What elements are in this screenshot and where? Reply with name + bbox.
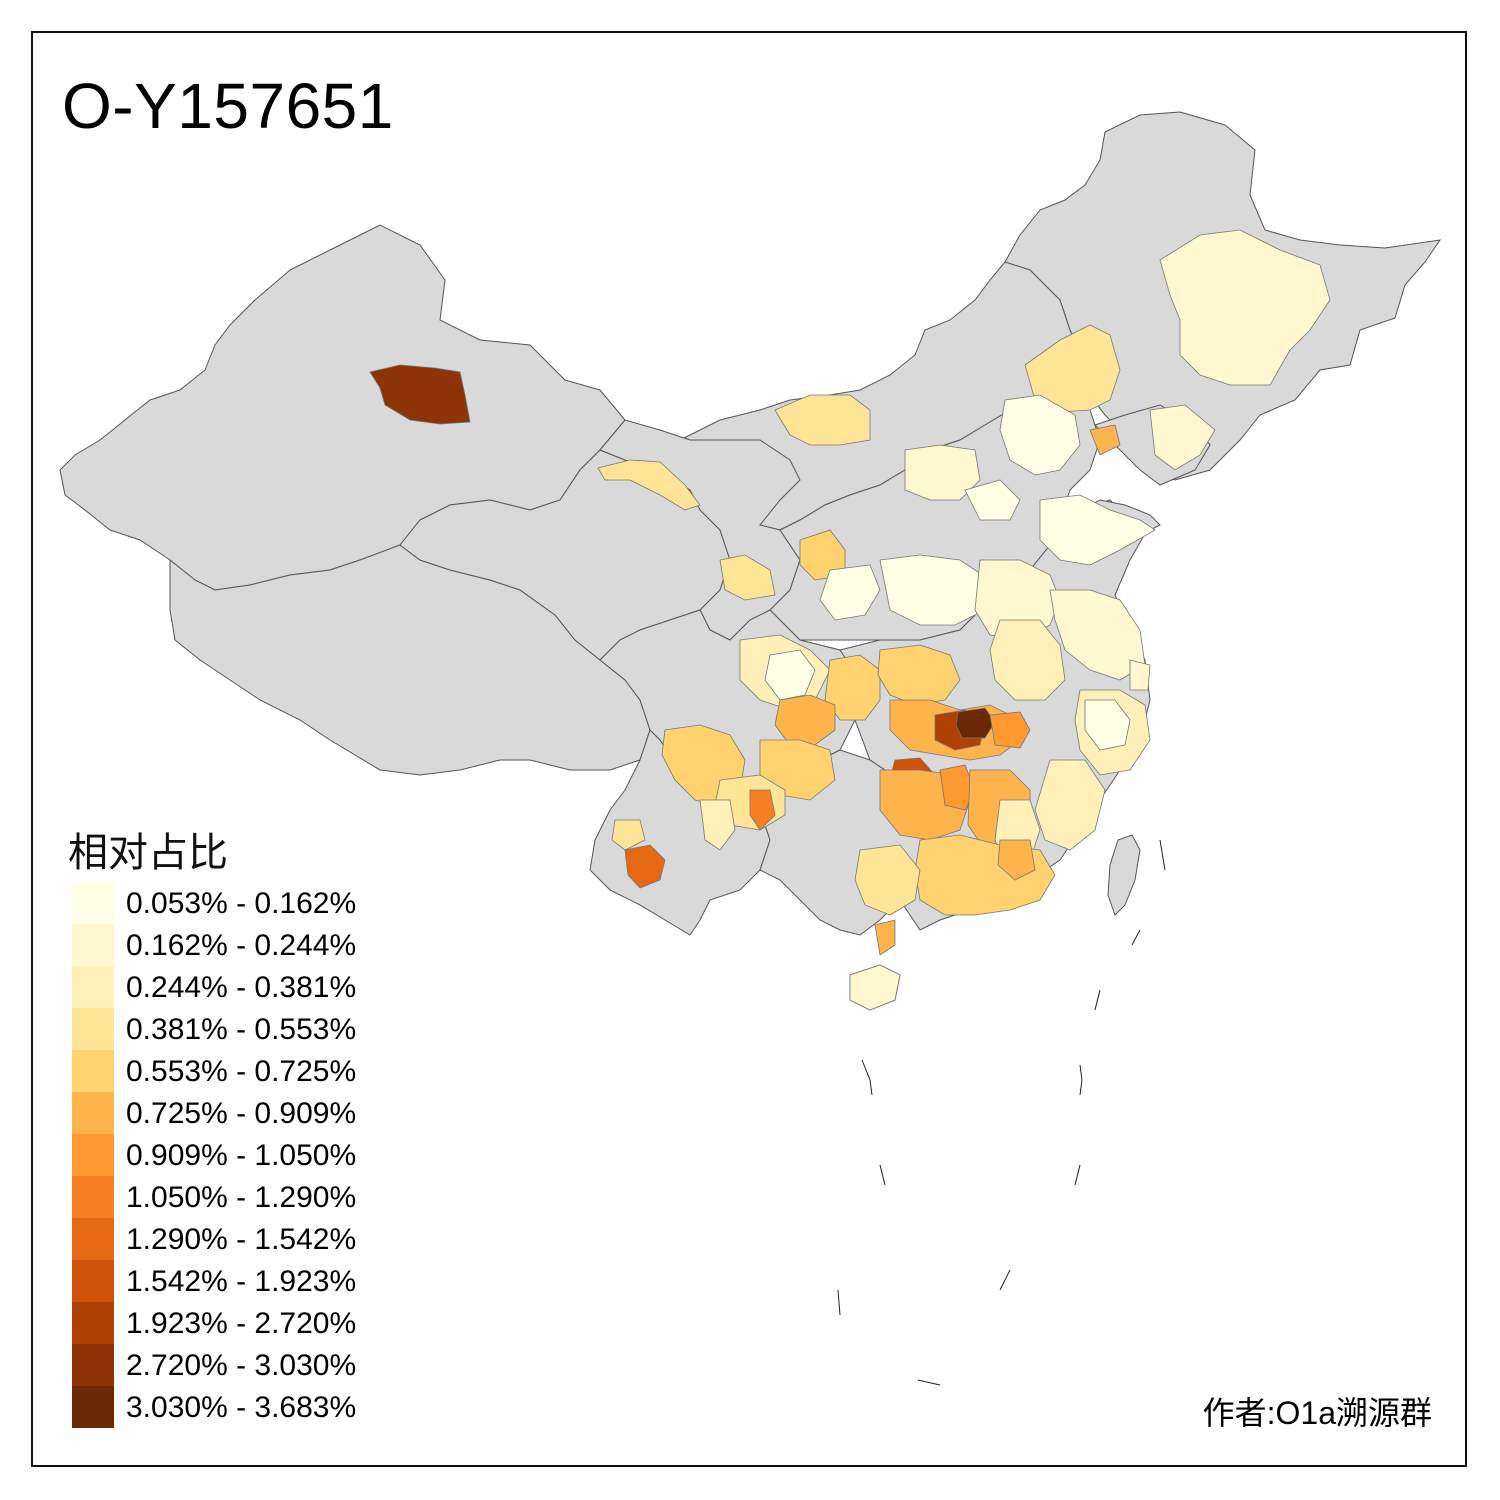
legend-label: 0.909% - 1.050% <box>126 1139 357 1172</box>
region-sichuan-central <box>774 694 836 746</box>
region-guizhou-south <box>749 789 776 831</box>
region-leizhou <box>874 919 896 956</box>
region-sichuan-east <box>764 649 816 701</box>
region-guangdong-east <box>997 839 1036 881</box>
region-inner-mongolia-west <box>774 394 871 446</box>
region-taiwan <box>1107 834 1141 916</box>
region-shanghai <box>1129 659 1151 691</box>
region-wuhan <box>955 707 996 739</box>
region-gansu-south <box>719 554 776 601</box>
south-sea-islands <box>837 839 1166 1386</box>
legend-swatch <box>72 1344 114 1386</box>
region-hubei-west <box>877 644 961 706</box>
region-liaoning <box>1149 404 1216 471</box>
legend-label: 1.923% - 2.720% <box>126 1307 357 1340</box>
region-hebei <box>999 394 1081 476</box>
legend-swatch <box>72 882 114 924</box>
legend-label: 2.720% - 3.030% <box>126 1349 357 1382</box>
legend-swatch <box>72 1302 114 1344</box>
legend-label: 0.553% - 0.725% <box>126 1055 357 1088</box>
legend-swatch <box>72 1134 114 1176</box>
legend-label: 0.053% - 0.162% <box>126 887 357 920</box>
region-guangxi <box>854 844 921 916</box>
region-shaanxi <box>819 564 881 621</box>
map-title: O-Y157651 <box>62 70 394 142</box>
legend-label: 0.725% - 0.909% <box>126 1097 357 1130</box>
region-dalian <box>1089 424 1121 456</box>
legend-label: 1.290% - 1.542% <box>126 1223 357 1256</box>
region-changji <box>369 364 471 425</box>
region-gansu-west <box>597 459 701 511</box>
legend-swatch <box>72 1050 114 1092</box>
region-hainan-color <box>849 964 901 1011</box>
region-beijing <box>964 479 1021 521</box>
legend-swatch <box>72 1386 114 1428</box>
legend-title: 相对占比 <box>68 831 228 875</box>
legend-label: 0.244% - 0.381% <box>126 971 357 1004</box>
legend-swatch <box>72 924 114 966</box>
legend-swatch <box>72 1218 114 1260</box>
region-shandong-1 <box>1039 494 1156 566</box>
legend-label: 1.542% - 1.923% <box>126 1265 357 1298</box>
legend-swatch <box>72 966 114 1008</box>
region-yunnan-west <box>611 819 646 851</box>
legend-label: 3.030% - 3.683% <box>126 1391 357 1424</box>
region-zhejiang-inner <box>1084 699 1131 751</box>
map-frame <box>31 31 1467 1467</box>
region-anhui <box>989 619 1066 701</box>
legend-swatch <box>72 1008 114 1050</box>
colored-regions <box>369 229 1331 1011</box>
author-credit: 作者:O1a溯源群 <box>1202 1395 1432 1431</box>
legend-swatch <box>72 1176 114 1218</box>
legend-swatch <box>72 1260 114 1302</box>
region-dehong <box>624 844 666 889</box>
legend-swatch <box>72 1092 114 1134</box>
legend-label: 1.050% - 1.290% <box>126 1181 357 1214</box>
legend-label: 0.162% - 0.244% <box>126 929 357 962</box>
region-heilongjiang <box>1159 229 1331 386</box>
region-fujian <box>1034 759 1106 851</box>
region-hubei-east <box>989 711 1031 749</box>
region-yunnan-central <box>699 799 736 851</box>
legend-label: 0.381% - 0.553% <box>126 1013 357 1046</box>
